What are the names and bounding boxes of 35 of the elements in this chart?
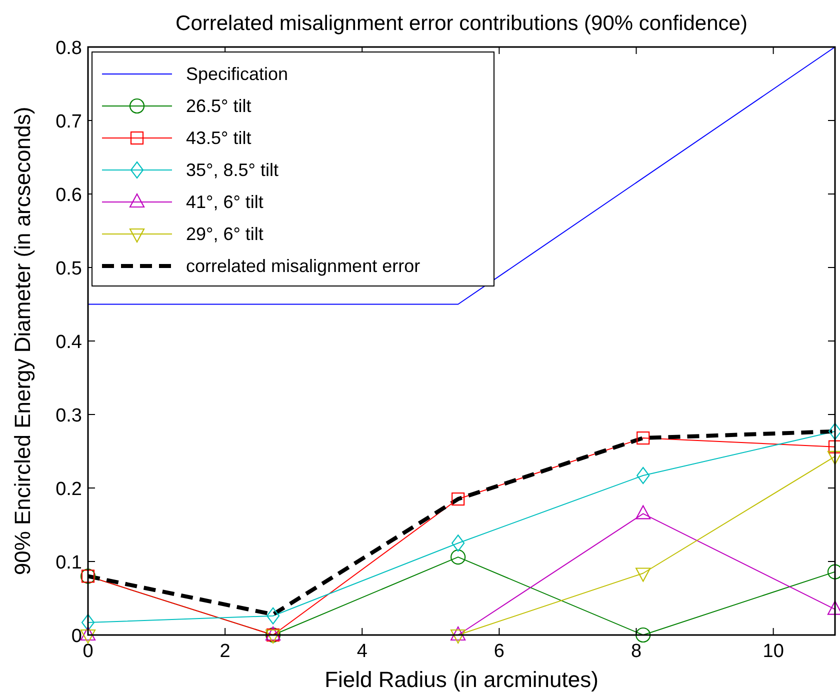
y-tick-label: 0.2 xyxy=(56,479,82,500)
point xyxy=(450,550,466,565)
legend-label: 43.5° tilt xyxy=(186,128,252,148)
legend-label: 29°, 6° tilt xyxy=(186,224,264,244)
chart-title: Correlated misalignment error contributions (90% confidence) xyxy=(176,12,748,35)
point xyxy=(452,534,465,552)
point xyxy=(450,629,466,644)
x-tick-label: 6 xyxy=(494,641,504,662)
x-axis-title: Field Radius (in arcminutes) xyxy=(324,667,598,692)
x-tick-label: 8 xyxy=(630,641,642,662)
point xyxy=(828,440,840,454)
y-tick-label: 0.3 xyxy=(56,406,82,426)
x-tick-label: 4 xyxy=(356,641,368,662)
legend-label: Specification xyxy=(186,64,288,84)
y-axis-title: 90% Encircled Energy Diameter (in arcseconds) xyxy=(10,106,35,576)
point xyxy=(636,627,651,643)
y-tick-label: 0.6 xyxy=(56,185,82,206)
legend-label: 26.5° tilt xyxy=(186,96,252,116)
y-tick-label: 0.1 xyxy=(56,552,82,574)
y-tick-label: 0.7 xyxy=(56,112,82,132)
y-tick-label: 0.4 xyxy=(56,332,82,353)
legend-label: correlated misalignment error xyxy=(186,256,420,276)
point xyxy=(636,568,651,582)
y-tick-label: 0.5 xyxy=(56,258,82,280)
point xyxy=(452,492,465,506)
y-tick-label: 0 xyxy=(71,626,82,647)
x-tick-label: 10 xyxy=(762,641,784,662)
x-tick-label: 2 xyxy=(220,641,230,662)
point xyxy=(636,431,650,445)
legend-label: 41°, 6° tilt xyxy=(186,192,264,212)
y-tick-label: 0.8 xyxy=(56,38,82,59)
point xyxy=(636,466,650,484)
point xyxy=(81,614,95,632)
point xyxy=(266,607,280,624)
legend-label: 35°, 8.5° tilt xyxy=(186,160,278,180)
